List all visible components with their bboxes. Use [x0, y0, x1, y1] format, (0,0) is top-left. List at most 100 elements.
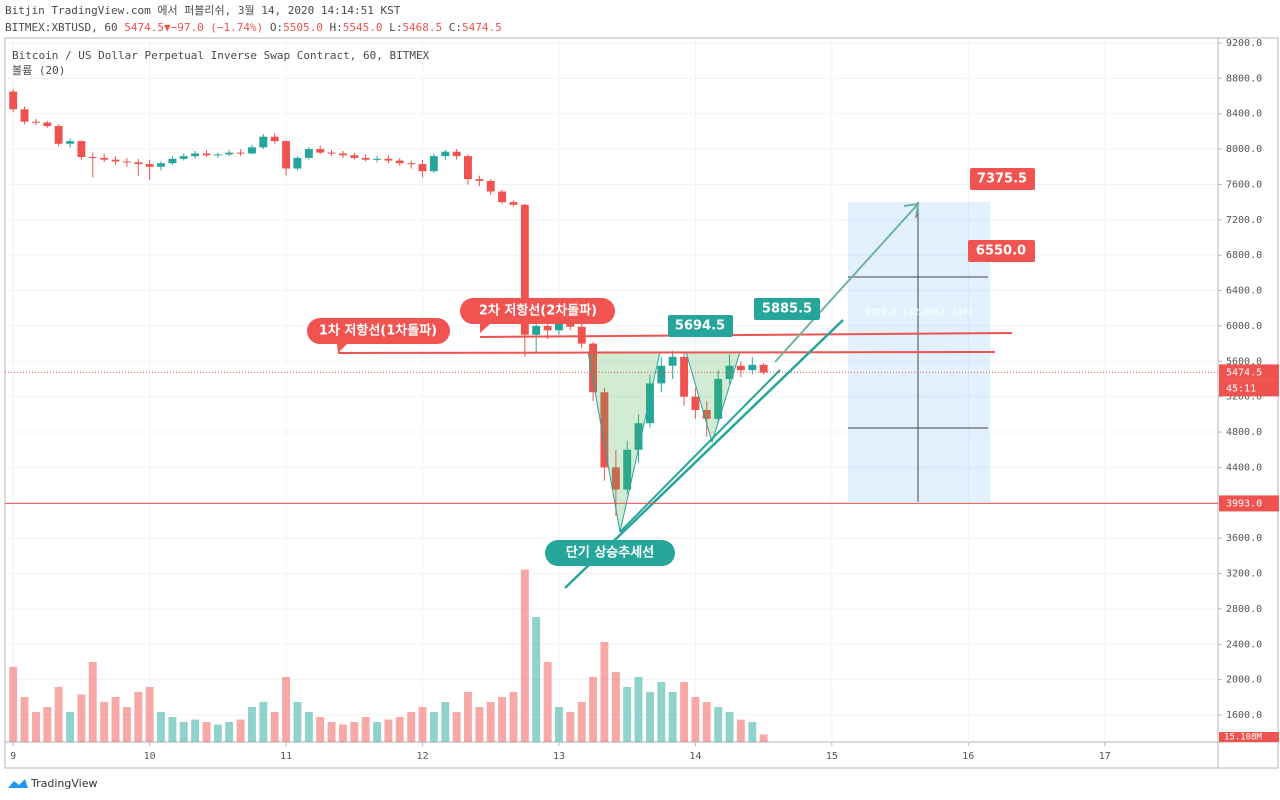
candle-body — [32, 121, 40, 123]
candle-body — [657, 365, 666, 384]
callout — [970, 168, 1035, 190]
x-tick-label: 13 — [553, 751, 565, 762]
volume-bar — [407, 712, 416, 742]
candle-body — [566, 321, 575, 327]
candle-body — [759, 364, 768, 373]
y-tick-label: 8400.0 — [1226, 109, 1262, 120]
candle-body — [748, 364, 757, 371]
volume-bar — [248, 707, 256, 742]
callout — [754, 298, 820, 320]
arrow-head — [903, 202, 920, 219]
volume-bar — [577, 702, 586, 742]
symbol: BITMEX:XBTUSD, 60 — [5, 21, 118, 34]
volume-bar — [725, 712, 734, 742]
published: Bitjin TradingView.com 에서 퍼블리쉬, 3월 14, 2… — [5, 4, 401, 17]
h-value: 5545.0 — [343, 21, 383, 34]
volume-bar — [191, 719, 200, 742]
volume-bar — [748, 722, 757, 742]
y-tick-label: 1600.0 — [1226, 710, 1262, 721]
y-tick-label: 2400.0 — [1226, 639, 1262, 650]
candle-body — [463, 156, 472, 180]
y-tick-label: 8000.0 — [1226, 144, 1262, 155]
candle-body — [475, 179, 484, 181]
volume-bar — [589, 677, 598, 742]
callout — [307, 318, 450, 353]
volume-bar — [122, 707, 131, 742]
volume-bar — [179, 722, 188, 742]
volume-bar — [259, 702, 268, 742]
volume-bar — [316, 717, 325, 742]
volume-bar — [634, 677, 643, 742]
change: 5474.5▼−97.0 (−1.74%) — [124, 21, 263, 34]
candle-body — [577, 326, 586, 344]
c-label: C: — [449, 21, 462, 34]
volume-bar — [327, 722, 336, 742]
o-label: O: — [270, 21, 283, 34]
candle-body — [111, 159, 120, 162]
y-tick-label: 6000.0 — [1226, 321, 1262, 332]
volume-bar — [498, 697, 507, 742]
candle-body — [691, 396, 700, 410]
volume-bar — [714, 707, 723, 742]
candle-body — [293, 157, 302, 169]
candle-body — [384, 158, 393, 161]
volume — [9, 569, 768, 742]
candle-body — [543, 325, 552, 331]
volume-bar — [463, 692, 472, 742]
volume-bar — [759, 734, 768, 742]
trend-line — [619, 369, 781, 533]
candle-body — [634, 423, 643, 450]
y-tick-label: 2800.0 — [1226, 604, 1262, 615]
callout — [668, 315, 733, 337]
y-tick-label: 4800.0 — [1226, 427, 1262, 438]
volume-bar — [361, 717, 370, 742]
candle-body — [100, 157, 109, 160]
y-tick-label: 3600.0 — [1226, 533, 1262, 544]
volume-bar — [509, 692, 518, 742]
countdown: 45:11 — [1226, 383, 1256, 394]
candle-body — [191, 153, 200, 157]
projection-text: 1701.0 (42.60%) 3402 — [865, 308, 973, 318]
volume-bar — [600, 642, 609, 742]
candle-body — [179, 156, 188, 159]
candle-body — [9, 91, 18, 110]
candle-body — [555, 321, 563, 331]
x-tick-label: 17 — [1099, 751, 1111, 762]
candle-body — [725, 365, 734, 379]
volume-bar — [520, 569, 529, 742]
candle-body — [304, 149, 313, 158]
x-tick-label: 14 — [689, 751, 701, 762]
volume-bar — [304, 712, 313, 742]
y-tick-label: 4400.0 — [1226, 462, 1262, 473]
candle-body — [134, 162, 143, 165]
candle-body — [282, 141, 291, 169]
callout-text: 1차 저항선(1차돌파) — [319, 323, 437, 339]
volume-bar — [9, 667, 18, 742]
candle-body — [145, 164, 154, 167]
volume-bar — [350, 722, 359, 742]
y-tick-label: 7200.0 — [1226, 215, 1262, 226]
volume-bar — [168, 717, 177, 742]
candle-body — [736, 365, 745, 371]
callout-text: 6550.0 — [976, 244, 1026, 259]
y-tick-label: 5600.0 — [1226, 356, 1262, 367]
candle-body — [77, 141, 86, 158]
volume-bar — [384, 719, 393, 742]
volume-bar — [373, 722, 382, 742]
x-tick-label: 11 — [280, 751, 292, 762]
callout — [968, 240, 1035, 262]
y-tick-label: 9200.0 — [1226, 38, 1262, 49]
candle-body — [54, 126, 63, 144]
candle-body — [509, 202, 518, 205]
volume-bar — [270, 712, 279, 742]
candle-body — [202, 153, 211, 156]
volume-bar — [225, 722, 234, 742]
volume-bar — [54, 687, 63, 742]
volume-bar — [452, 712, 461, 742]
callout — [545, 540, 675, 566]
volume-bar — [395, 717, 404, 742]
volume-tag — [1219, 732, 1279, 742]
volume-bar — [668, 692, 677, 742]
candle-body — [600, 392, 609, 468]
volume-bar — [429, 712, 438, 742]
